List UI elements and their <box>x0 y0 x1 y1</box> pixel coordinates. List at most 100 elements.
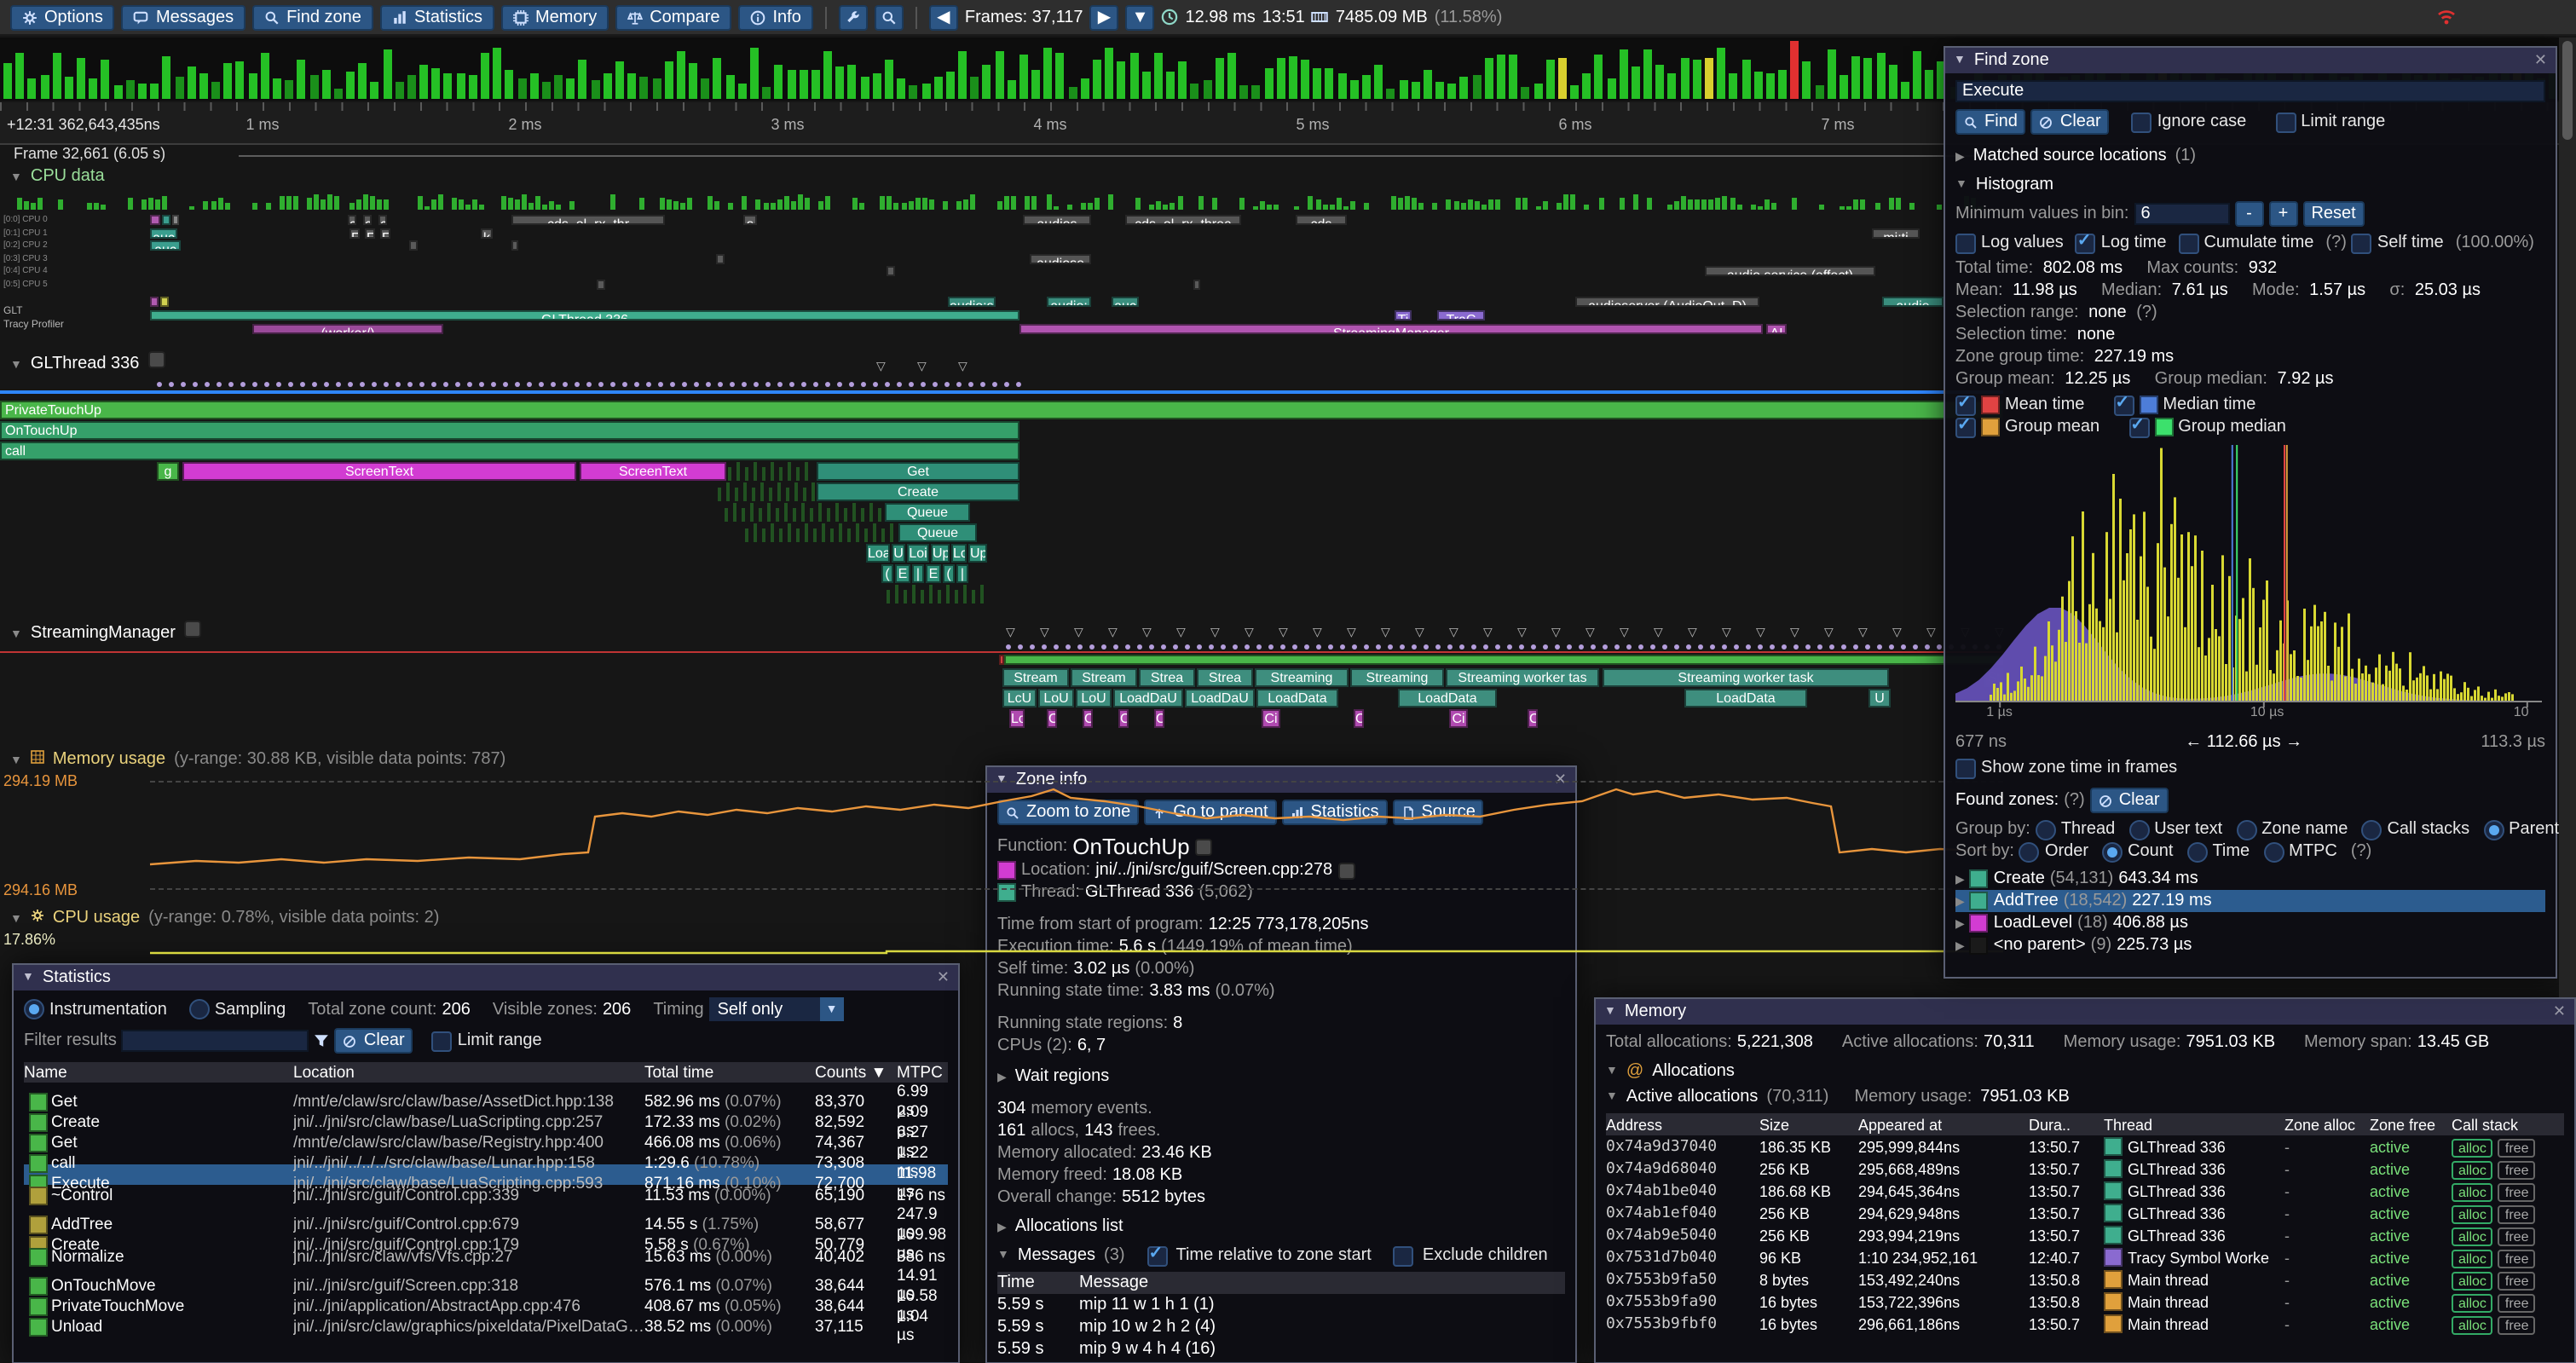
frame-bar[interactable] <box>1251 84 1261 99</box>
wait-regions-collapser[interactable]: ▶ Wait regions <box>997 1066 1565 1088</box>
frame-bar[interactable] <box>1484 57 1493 99</box>
appeared-at-cell[interactable]: 295,668,489ns <box>1858 1160 1961 1177</box>
timeline-zone[interactable]: Queue <box>885 503 970 522</box>
collapse-icon[interactable]: ▼ <box>1955 179 1967 191</box>
timeline-zone[interactable] <box>830 528 834 542</box>
timeline-zone[interactable] <box>869 503 873 522</box>
frame-bar[interactable] <box>64 76 73 99</box>
timeline-zone[interactable]: E <box>349 228 360 239</box>
frame-bar[interactable] <box>1019 55 1028 99</box>
timeline-zone[interactable]: Strea <box>1139 668 1195 687</box>
appeared-at-cell[interactable]: 294,645,364ns <box>1858 1182 1961 1199</box>
thread-options-icon[interactable] <box>183 621 201 638</box>
timeline-zone[interactable] <box>718 488 721 501</box>
frame-bar[interactable] <box>1276 58 1285 99</box>
timeline-zone[interactable] <box>803 488 806 501</box>
frame-bar[interactable] <box>1741 60 1751 99</box>
message-marker-icon[interactable]: ▽ <box>1620 627 1629 639</box>
frame-bar[interactable] <box>137 84 147 99</box>
frame-bar[interactable] <box>811 70 820 99</box>
frame-bar[interactable] <box>101 59 110 99</box>
close-icon[interactable]: ✕ <box>2552 1002 2566 1019</box>
appeared-at-cell[interactable]: 293,994,219ns <box>1858 1227 1961 1244</box>
timeline-zone[interactable] <box>887 266 895 276</box>
expand-icon[interactable]: ▶ <box>1955 896 1965 908</box>
collapse-icon[interactable]: ▼ <box>10 172 22 184</box>
timeline-zone[interactable]: cds_ol_rx_threa <box>1125 215 1241 225</box>
frame-bar[interactable] <box>1851 56 1861 99</box>
timeline-zone[interactable]: C <box>1154 709 1164 728</box>
frame-bar[interactable] <box>1031 70 1041 99</box>
option-radio[interactable] <box>2035 819 2056 840</box>
frame-bar[interactable] <box>1729 73 1738 99</box>
frame-bar[interactable] <box>1105 48 1114 99</box>
column-header[interactable]: Total time <box>644 1063 714 1082</box>
timeline-zone[interactable] <box>839 523 842 542</box>
frame-bar[interactable] <box>1925 69 1934 99</box>
frame-bar[interactable] <box>1459 76 1469 99</box>
frame-bar[interactable] <box>1937 61 1946 99</box>
frame-bar[interactable] <box>1349 79 1359 99</box>
frame-bar[interactable] <box>603 72 612 99</box>
message-marker-icon[interactable]: ▽ <box>958 361 967 373</box>
timeline-zone[interactable] <box>794 482 798 501</box>
thread-options-icon[interactable] <box>147 351 165 368</box>
frame-bar[interactable] <box>1203 79 1212 99</box>
frame-bar[interactable] <box>517 78 527 99</box>
option-checkbox[interactable] <box>2075 231 2096 253</box>
frame-bar[interactable] <box>199 72 208 99</box>
message-marker-icon[interactable]: ▽ <box>1142 627 1152 639</box>
frame-bar[interactable] <box>211 81 221 99</box>
message-marker-icon[interactable]: ▽ <box>1688 627 1697 639</box>
frame-bar[interactable] <box>358 62 367 99</box>
timeline-zone[interactable]: Ti <box>1395 310 1412 321</box>
alloc-stack-button[interactable]: alloc <box>2452 1182 2493 1201</box>
free-stack-button[interactable]: free <box>2498 1293 2536 1312</box>
timeline-zone[interactable]: LoadDaU <box>1113 689 1183 707</box>
close-icon[interactable]: ✕ <box>2533 51 2547 68</box>
thread-value[interactable]: GLThread 336 <box>1084 883 1194 902</box>
message-marker-icon[interactable]: ▽ <box>1381 627 1390 639</box>
message-marker-icon[interactable]: ▽ <box>1313 627 1322 639</box>
timeline-zone[interactable] <box>777 482 781 501</box>
table-row[interactable]: call jni/../jni/../../../src/claw/base/Lu… <box>24 1144 948 1181</box>
frame-bar[interactable] <box>235 61 245 99</box>
frame-bar[interactable] <box>1619 49 1628 99</box>
allocation-row[interactable]: 0x74a9d37040 186.35 KB 295,999,844ns 13:50.… <box>1606 1135 2564 1158</box>
timeline-zone[interactable]: c <box>348 215 356 225</box>
frame-bar[interactable] <box>1545 60 1555 99</box>
frame-bar[interactable] <box>260 53 269 99</box>
timeline-zone[interactable] <box>762 467 765 481</box>
frame-bar[interactable] <box>1692 59 1701 99</box>
frame-bar[interactable] <box>187 66 196 99</box>
timeline-zone[interactable] <box>844 508 847 522</box>
limit-range-checkbox[interactable] <box>2275 112 2296 132</box>
frame-bar[interactable] <box>823 51 833 99</box>
frame-bar[interactable] <box>40 75 49 99</box>
timeline-zone[interactable]: Loa <box>866 544 890 563</box>
timeline-zone[interactable] <box>733 503 736 522</box>
glthread-header[interactable]: ▼ GLThread 336 <box>10 351 165 373</box>
frame-bar[interactable] <box>799 69 808 99</box>
timeline-zone[interactable] <box>752 488 755 501</box>
message-marker-icon[interactable]: ▽ <box>1654 627 1663 639</box>
free-stack-button[interactable]: free <box>2498 1227 2536 1245</box>
column-header[interactable]: Appeared at <box>1858 1116 1943 1133</box>
allocation-row[interactable]: 0x74ab9e5040 256 KB 293,994,219ns 13:50.7 GL… <box>1606 1224 2564 1246</box>
frame-bar[interactable] <box>1900 82 1909 99</box>
timeline-zone[interactable]: E <box>380 228 390 239</box>
timeline-zone[interactable] <box>963 585 967 604</box>
timeline-zone[interactable]: Streaming <box>1255 668 1349 687</box>
frame-bar[interactable] <box>1166 72 1175 99</box>
memory-titlebar[interactable]: ▼ Memory ✕ <box>1596 999 2574 1025</box>
appeared-at-cell[interactable]: 153,722,396ns <box>1858 1293 1961 1310</box>
timeline-zone[interactable] <box>784 503 788 522</box>
timeline-zone[interactable]: C <box>1354 709 1364 728</box>
memory-usage-header[interactable]: ▼ Memory usage (y-range: 30.88 KB, visib… <box>10 750 505 769</box>
options-button[interactable]: Options <box>10 4 115 30</box>
message-marker-icon[interactable]: ▽ <box>1210 627 1220 639</box>
table-row[interactable]: Get/mnt/e/claw/src/claw/base/Registry.hp… <box>24 1123 948 1161</box>
frame-bar[interactable] <box>150 83 159 99</box>
frame-bar[interactable] <box>897 78 906 99</box>
timeline-zone[interactable]: audiose <box>1030 254 1091 264</box>
